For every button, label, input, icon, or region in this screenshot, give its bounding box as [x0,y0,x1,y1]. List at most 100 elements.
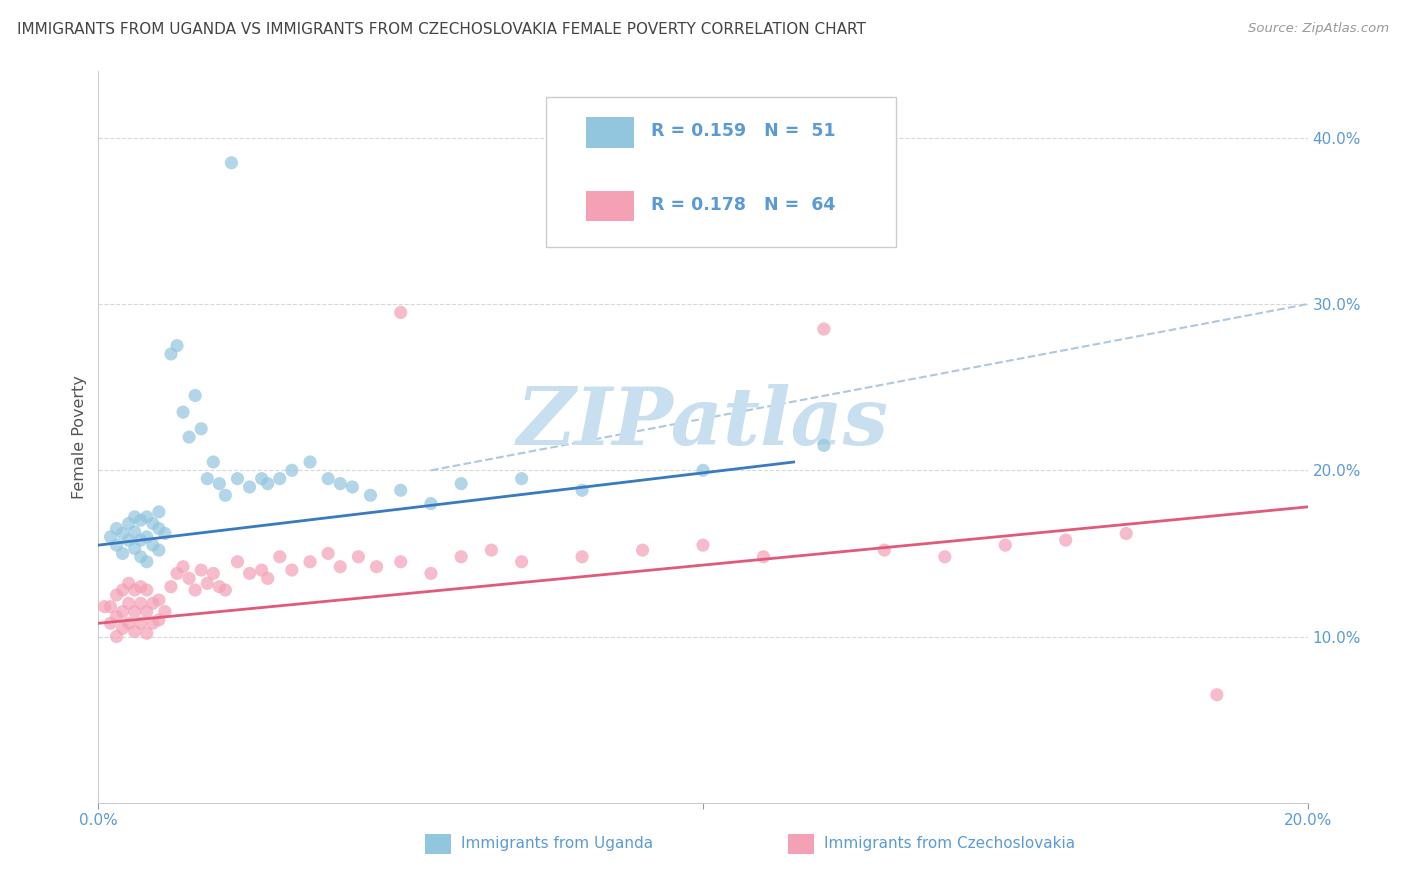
Point [316,546,339,560]
Point [813,438,835,452]
Point [481,543,503,558]
Point [195,576,218,591]
Point [214,488,236,502]
Point [692,538,714,552]
Point [105,609,128,624]
Point [172,405,194,419]
Point [420,566,443,581]
Point [142,538,165,552]
Point [934,549,956,564]
Point [366,559,388,574]
Point [184,388,207,402]
Point [129,580,152,594]
Point [100,599,122,614]
Point [93,599,115,614]
Point [111,621,134,635]
Point [148,505,170,519]
Point [347,549,370,564]
Text: R = 0.159   N =  51: R = 0.159 N = 51 [651,122,835,140]
Point [195,472,218,486]
Point [269,472,291,486]
Point [342,480,364,494]
Text: Immigrants from Uganda: Immigrants from Uganda [461,836,654,851]
Point [160,580,183,594]
Point [873,543,896,558]
Point [250,563,273,577]
Point [389,305,412,319]
Point [172,559,194,574]
Point [269,549,291,564]
Point [510,472,533,486]
Point [135,582,157,597]
Point [153,605,176,619]
Point [420,497,443,511]
Point [160,347,183,361]
Point [124,624,146,639]
Point [124,541,146,556]
Point [118,533,141,548]
Point [329,476,352,491]
Text: Source: ZipAtlas.com: Source: ZipAtlas.com [1249,22,1389,36]
Point [148,521,170,535]
Bar [425,833,451,854]
Point [153,526,176,541]
Point [118,596,141,610]
Point [111,526,134,541]
Point [239,480,262,494]
Point [239,566,262,581]
Bar [586,118,634,148]
Point [124,509,146,524]
Point [118,576,141,591]
Point [571,549,593,564]
Point [148,593,170,607]
Point [105,521,128,535]
Text: IMMIGRANTS FROM UGANDA VS IMMIGRANTS FROM CZECHOSLOVAKIA FEMALE POVERTY CORRELAT: IMMIGRANTS FROM UGANDA VS IMMIGRANTS FRO… [17,22,866,37]
Point [129,596,152,610]
Point [135,605,157,619]
Point [100,616,122,631]
Point [105,630,128,644]
Point [179,571,201,585]
Point [752,549,775,564]
Point [450,549,472,564]
Point [148,543,170,558]
Point [994,538,1017,552]
Point [256,571,278,585]
Point [135,626,157,640]
Point [118,616,141,631]
Point [111,546,134,560]
Point [692,463,714,477]
Point [202,566,225,581]
Point [142,516,165,531]
Point [124,605,146,619]
Point [631,543,654,558]
Point [111,605,134,619]
Point [226,555,249,569]
Point [135,555,157,569]
Point [256,476,278,491]
Point [250,472,273,486]
Point [450,476,472,491]
Point [316,472,339,486]
Point [129,549,152,564]
Point [105,588,128,602]
Point [208,580,231,594]
Point [1115,526,1137,541]
Point [111,582,134,597]
Point [184,582,207,597]
FancyBboxPatch shape [546,97,897,247]
Point [135,509,157,524]
Point [124,582,146,597]
Point [281,463,304,477]
Point [129,533,152,548]
Y-axis label: Female Poverty: Female Poverty [72,376,87,499]
Point [202,455,225,469]
Point [1206,688,1229,702]
Point [190,563,212,577]
Point [179,430,201,444]
Point [389,555,412,569]
Point [389,483,412,498]
Bar [586,191,634,221]
Point [510,555,533,569]
Point [105,538,128,552]
